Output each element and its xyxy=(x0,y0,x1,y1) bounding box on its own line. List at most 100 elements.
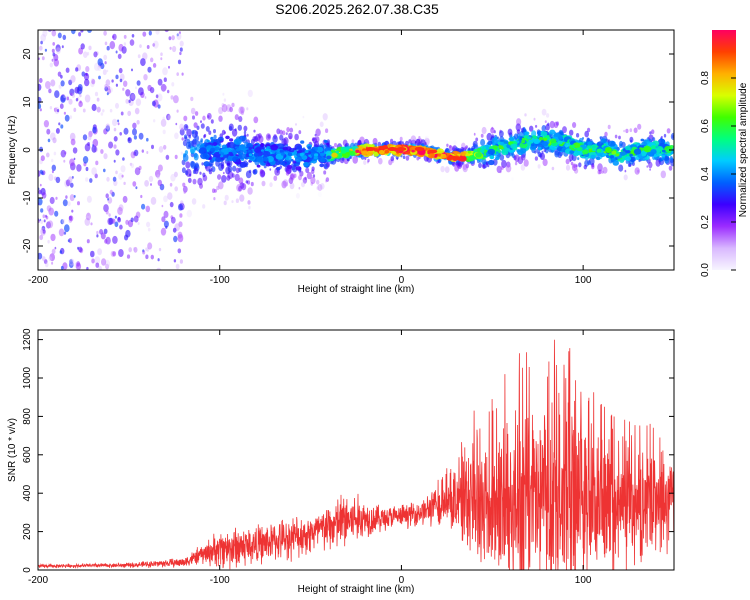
spectrogram-cell xyxy=(586,144,593,150)
spectrogram-cell xyxy=(668,165,673,171)
spectrogram-cell xyxy=(153,119,156,123)
spectrogram-cell xyxy=(487,148,496,155)
spectrogram-cell xyxy=(146,247,150,252)
spectrogram-cell xyxy=(573,151,580,157)
spectrogram-cell xyxy=(280,152,285,156)
spectrogram-cell xyxy=(262,150,271,157)
spectrogram-cell xyxy=(173,95,179,104)
spectrogram-cell xyxy=(173,235,178,243)
spectrogram-cell xyxy=(213,134,217,140)
spectrogram-cell xyxy=(96,234,99,238)
spectrogram-cell xyxy=(520,164,526,171)
spectrogram-cell xyxy=(107,217,113,226)
spectrogram-cell xyxy=(86,195,92,203)
spectrogram-cell xyxy=(301,181,305,188)
spectrogram-cell xyxy=(160,52,163,56)
spectrogram-cell xyxy=(325,177,330,183)
spectrogram-cell xyxy=(46,152,50,158)
spectrogram-cell xyxy=(107,17,112,24)
spectrogram-cell xyxy=(521,154,526,161)
spectrogram-cell xyxy=(245,170,252,179)
spectrogram-cell xyxy=(408,139,412,144)
spectrogram-cell xyxy=(238,116,243,122)
spectrogram-cell xyxy=(104,238,108,244)
spectrogram-cell xyxy=(298,130,302,135)
spectrogram-cell xyxy=(285,170,290,176)
spectrogram-cell xyxy=(586,137,590,142)
spectrogram-cell xyxy=(304,149,309,154)
spectrogram-cell xyxy=(373,152,379,157)
spectrogram-cell xyxy=(51,14,57,22)
spectrogram-cell xyxy=(47,30,53,32)
spectrogram-cell xyxy=(524,113,527,117)
spectrogram-cell xyxy=(105,123,111,130)
spectrogram-cell xyxy=(619,140,623,147)
spectrogram-cell xyxy=(95,262,100,268)
spectrogram-cell xyxy=(163,144,167,150)
snr-y-tick-label: 400 xyxy=(22,484,33,501)
spectrogram-cell xyxy=(234,173,240,182)
spectrogram-cell xyxy=(179,213,183,218)
spectrogram-cell xyxy=(490,127,495,134)
spectrogram-cell xyxy=(125,98,129,104)
spectrogram-cell xyxy=(630,158,634,162)
spectrogram-cell xyxy=(232,165,237,172)
spectrogram-cell xyxy=(42,214,46,219)
spectrogram-cell xyxy=(146,137,149,142)
spectrogram-cell xyxy=(82,134,88,141)
spectrogram-cell xyxy=(314,153,319,157)
spectrogram-cell xyxy=(467,150,472,154)
spectrogram-cell xyxy=(315,128,321,137)
spectrogram-cell xyxy=(145,247,148,251)
spectrogram-cell xyxy=(163,220,169,228)
spectrogram-cell xyxy=(169,46,172,50)
spectrogram-cell xyxy=(302,177,308,184)
spectrogram-cell xyxy=(658,138,666,145)
spectrogram-cell xyxy=(248,146,253,150)
spectrogram-cell xyxy=(587,127,591,133)
spectrogram-cell xyxy=(54,90,60,98)
spectrogram-cell xyxy=(135,98,142,106)
spectrogram-cell xyxy=(75,67,79,72)
spectrogram-cell xyxy=(99,24,101,27)
spectrogram-cell xyxy=(62,199,68,207)
spectrogram-cell xyxy=(670,158,674,167)
spectrogram-cell xyxy=(605,147,612,154)
spectrogram-cell xyxy=(576,147,581,151)
spectrogram-cell xyxy=(174,154,178,160)
spectrogram-cell xyxy=(182,153,189,162)
spectrogram-cell xyxy=(289,173,295,181)
spectrogram-cell xyxy=(140,194,143,199)
spectrogram-cell xyxy=(131,34,135,38)
spectrogram-cell xyxy=(619,159,625,163)
spectrogram-cell xyxy=(515,123,521,132)
spectrogram-cell xyxy=(83,19,86,23)
spectrogram-cell xyxy=(541,125,547,132)
spectrogram-cell xyxy=(78,47,83,55)
spectrogram-cell xyxy=(634,167,640,175)
spectrogram-cell xyxy=(608,140,616,147)
spectrogram-cell xyxy=(661,157,665,160)
spectrogram-cell xyxy=(510,134,513,138)
spectrogram-cell xyxy=(77,201,80,206)
spectrogram-cell xyxy=(181,72,184,76)
spectrogram-cell xyxy=(544,120,547,123)
spectrogram-cell xyxy=(142,249,145,253)
spectrogram-cell xyxy=(156,174,160,180)
spectrogram-cell xyxy=(182,182,186,187)
spectrogram-cell xyxy=(114,22,118,27)
spectrogram-y-tick-label: -10 xyxy=(22,190,33,205)
spectrogram-cell xyxy=(146,151,149,154)
spectrogram-cell xyxy=(521,140,526,144)
spectrogram-cell xyxy=(378,157,383,165)
spectrogram-cell xyxy=(115,149,120,156)
spectrogram-cell xyxy=(437,153,442,157)
spectrogram-cell xyxy=(229,106,234,113)
spectrogram-cell xyxy=(246,107,249,111)
spectrogram-cell xyxy=(618,164,624,172)
spectrogram-cell xyxy=(319,152,325,157)
spectrogram-cell xyxy=(69,158,75,167)
spectrogram-cell xyxy=(237,124,242,131)
spectrogram-cell xyxy=(197,177,203,186)
